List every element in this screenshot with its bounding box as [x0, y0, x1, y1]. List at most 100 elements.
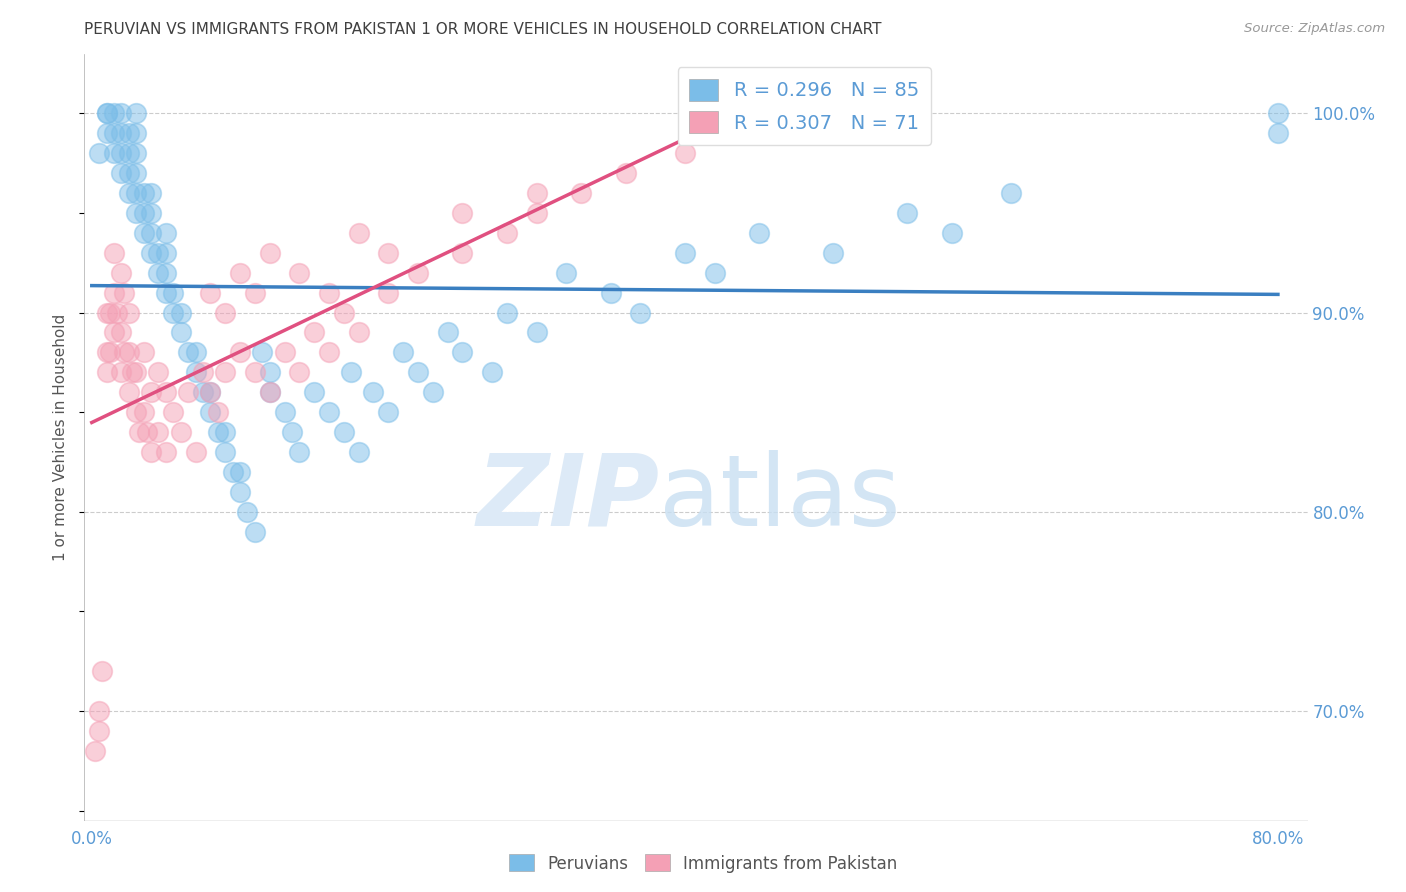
Point — [177, 385, 200, 400]
Point — [555, 266, 578, 280]
Point — [89, 704, 111, 718]
Point — [252, 345, 274, 359]
Point — [110, 365, 132, 379]
Point — [392, 345, 415, 359]
Point — [191, 385, 214, 400]
Point — [110, 166, 132, 180]
Point — [91, 664, 114, 678]
Point — [110, 326, 132, 340]
Point — [177, 345, 200, 359]
Point — [422, 385, 444, 400]
Text: atlas: atlas — [659, 450, 901, 547]
Point — [363, 385, 385, 400]
Point — [229, 266, 252, 280]
Point — [139, 186, 162, 200]
Point — [125, 146, 148, 161]
Point — [673, 245, 696, 260]
Point — [288, 266, 311, 280]
Point — [340, 365, 363, 379]
Point — [318, 405, 340, 419]
Y-axis label: 1 or more Vehicles in Household: 1 or more Vehicles in Household — [53, 313, 69, 561]
Point — [673, 146, 696, 161]
Point — [103, 126, 125, 140]
Point — [103, 245, 125, 260]
Point — [526, 186, 548, 200]
Point — [112, 345, 135, 359]
Point — [132, 345, 155, 359]
Text: ZIP: ZIP — [477, 450, 659, 547]
Point — [98, 305, 121, 319]
Point — [896, 206, 918, 220]
Point — [614, 166, 637, 180]
Point — [184, 345, 207, 359]
Point — [200, 385, 222, 400]
Point — [273, 405, 295, 419]
Legend: R = 0.296   N = 85, R = 0.307   N = 71: R = 0.296 N = 85, R = 0.307 N = 71 — [678, 67, 931, 145]
Point — [125, 365, 148, 379]
Point — [347, 226, 370, 240]
Point — [703, 266, 725, 280]
Point — [406, 365, 429, 379]
Point — [155, 245, 177, 260]
Point — [207, 405, 229, 419]
Point — [281, 425, 304, 439]
Point — [139, 245, 162, 260]
Point — [333, 305, 356, 319]
Point — [103, 106, 125, 120]
Point — [125, 166, 148, 180]
Point — [496, 305, 519, 319]
Point — [200, 405, 222, 419]
Point — [139, 206, 162, 220]
Point — [103, 285, 125, 300]
Point — [96, 365, 118, 379]
Point — [941, 226, 963, 240]
Point — [302, 326, 325, 340]
Point — [526, 326, 548, 340]
Point — [132, 226, 155, 240]
Point — [89, 723, 111, 738]
Point — [214, 425, 236, 439]
Point — [184, 365, 207, 379]
Point — [214, 365, 236, 379]
Point — [125, 186, 148, 200]
Point — [823, 245, 845, 260]
Point — [318, 345, 340, 359]
Point — [125, 206, 148, 220]
Point — [121, 365, 143, 379]
Point — [148, 266, 170, 280]
Point — [96, 345, 118, 359]
Point — [148, 365, 170, 379]
Point — [96, 106, 118, 120]
Point — [288, 445, 311, 459]
Point — [243, 524, 266, 539]
Point — [207, 425, 229, 439]
Point — [628, 305, 651, 319]
Point — [214, 305, 236, 319]
Point — [243, 285, 266, 300]
Point — [259, 385, 281, 400]
Point — [229, 465, 252, 479]
Point — [347, 326, 370, 340]
Point — [526, 206, 548, 220]
Point — [1267, 126, 1289, 140]
Point — [118, 126, 141, 140]
Point — [259, 245, 281, 260]
Point — [125, 106, 148, 120]
Text: Source: ZipAtlas.com: Source: ZipAtlas.com — [1244, 22, 1385, 36]
Point — [155, 266, 177, 280]
Point — [128, 425, 150, 439]
Point — [118, 166, 141, 180]
Point — [496, 226, 519, 240]
Point — [148, 425, 170, 439]
Point — [569, 186, 592, 200]
Point — [436, 326, 458, 340]
Point — [214, 445, 236, 459]
Point — [139, 445, 162, 459]
Point — [103, 326, 125, 340]
Point — [318, 285, 340, 300]
Point — [451, 245, 474, 260]
Point — [221, 465, 243, 479]
Point — [170, 326, 193, 340]
Point — [162, 305, 184, 319]
Point — [118, 146, 141, 161]
